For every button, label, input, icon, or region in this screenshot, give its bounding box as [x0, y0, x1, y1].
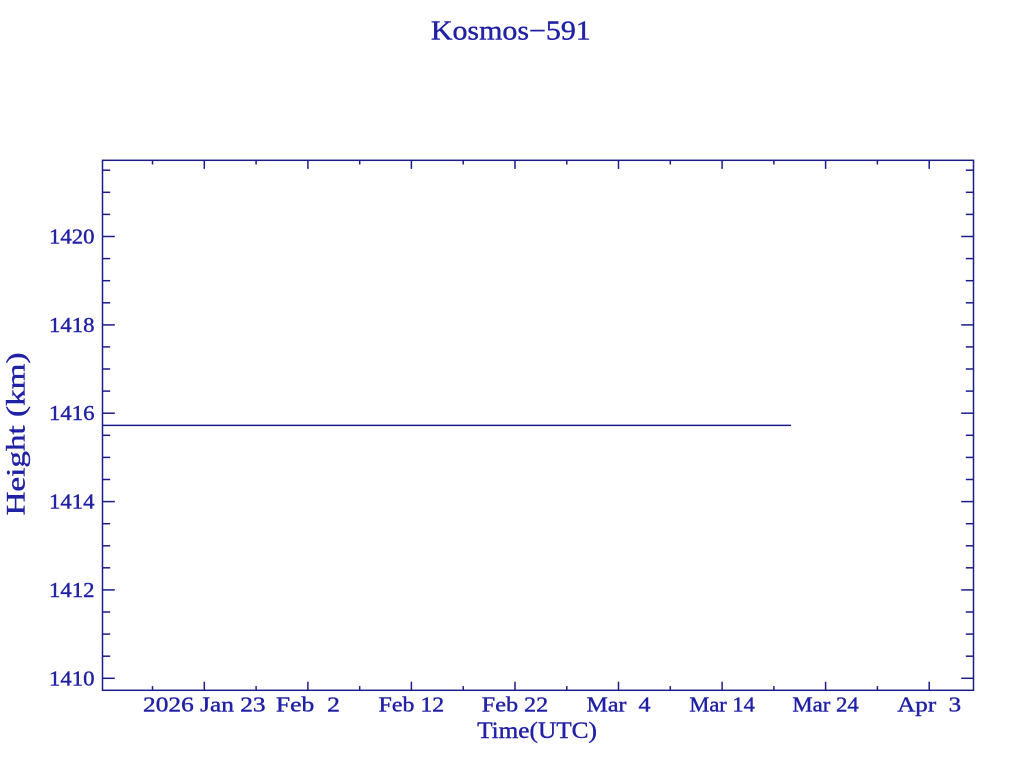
svg-text:Feb 12: Feb 12 [379, 693, 444, 716]
svg-text:Feb 22: Feb 22 [482, 693, 548, 716]
svg-text:1410: 1410 [49, 666, 95, 690]
svg-text:1416: 1416 [49, 401, 95, 425]
svg-text:Time(UTC): Time(UTC) [477, 718, 597, 744]
svg-text:1412: 1412 [49, 578, 94, 602]
svg-text:Kosmos−591: Kosmos−591 [431, 17, 591, 46]
svg-text:Mar 24: Mar 24 [792, 692, 858, 716]
svg-text:Mar 4: Mar 4 [587, 693, 651, 716]
svg-text:2026 Jan 23: 2026 Jan 23 [143, 693, 266, 716]
svg-text:Apr 3: Apr 3 [897, 692, 961, 716]
svg-text:Feb 2: Feb 2 [276, 693, 340, 716]
svg-text:Mar 14: Mar 14 [689, 693, 755, 716]
svg-text:1420: 1420 [49, 224, 95, 248]
svg-text:1414: 1414 [49, 489, 95, 513]
svg-text:1418: 1418 [49, 313, 95, 337]
svg-text:Height (km): Height (km) [2, 352, 31, 515]
